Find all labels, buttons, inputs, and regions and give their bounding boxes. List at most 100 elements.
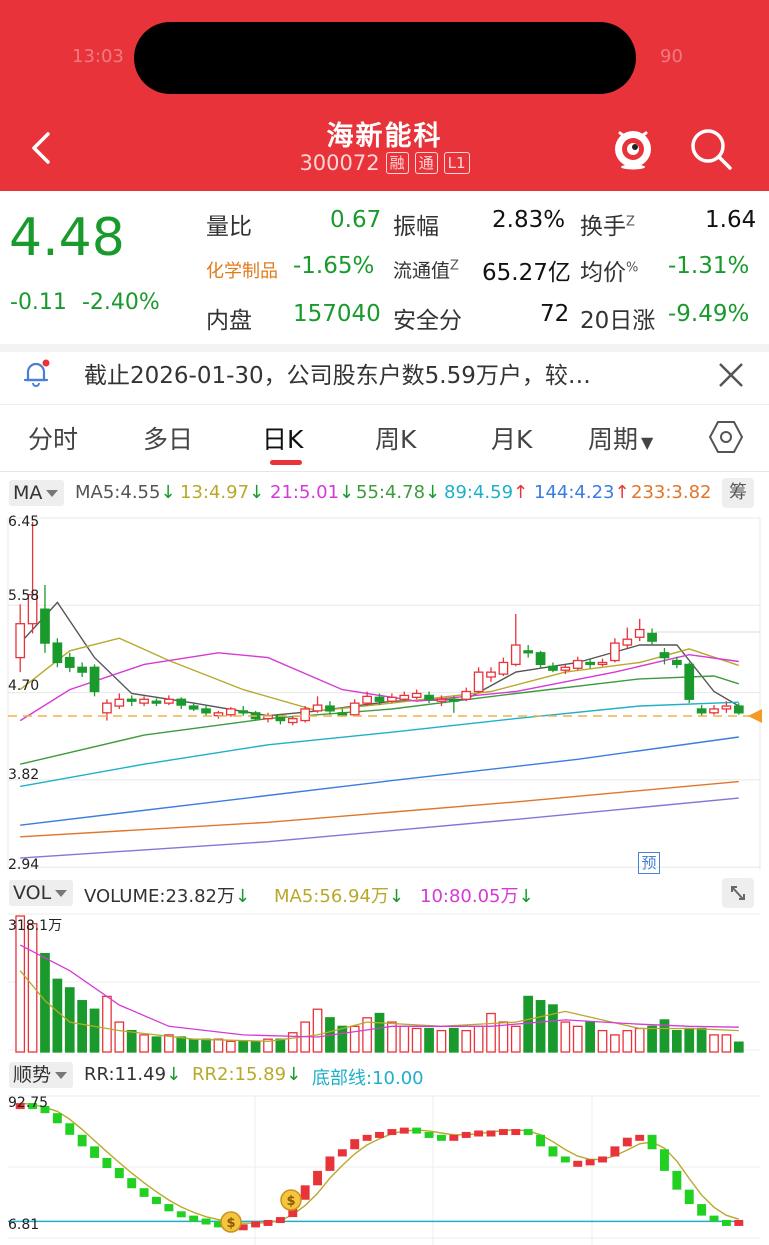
tab-daily-k[interactable]: 日K bbox=[262, 425, 304, 454]
search-icon[interactable] bbox=[688, 126, 734, 172]
change-value: -0.11 bbox=[10, 290, 67, 315]
safety-score-value: 72 bbox=[540, 301, 570, 327]
tab-monthly-k[interactable]: 月K bbox=[491, 425, 533, 454]
price-axis-lower: 3.82 bbox=[8, 767, 40, 783]
trend-block bbox=[90, 1146, 99, 1158]
volume-item-2: 10:80.05万↓ bbox=[420, 886, 534, 907]
ma-item-5: 144:4.23↑ bbox=[534, 482, 630, 503]
trend-block bbox=[337, 1149, 347, 1157]
volume-bar bbox=[399, 1025, 410, 1053]
trend-block bbox=[449, 1134, 459, 1141]
volume-ratio-label: 量比 bbox=[206, 214, 252, 240]
candle-body bbox=[126, 698, 137, 702]
candle-body bbox=[647, 632, 657, 642]
candle-body bbox=[325, 705, 335, 712]
tab-multi-day[interactable]: 多日 bbox=[143, 425, 194, 454]
caret-down-icon: ▼ bbox=[641, 433, 654, 452]
trend-block bbox=[461, 1131, 471, 1138]
volume-bar bbox=[597, 1029, 608, 1053]
volume-bar bbox=[126, 1029, 137, 1053]
trend-block bbox=[127, 1178, 137, 1189]
volume-bar bbox=[572, 1025, 583, 1053]
ma-line-4 bbox=[20, 701, 739, 788]
candle-body bbox=[89, 666, 100, 693]
ma-item-1: 13:4.97↓ bbox=[180, 482, 265, 503]
volume-bar bbox=[114, 1021, 125, 1053]
candle-body bbox=[349, 702, 360, 716]
svg-text:$: $ bbox=[226, 1216, 235, 1231]
volume-chart[interactable] bbox=[0, 910, 769, 1055]
volume-bar bbox=[139, 1034, 149, 1053]
trend-block bbox=[734, 1219, 744, 1226]
trend-block bbox=[238, 1224, 248, 1231]
candle-body bbox=[535, 652, 546, 666]
candle-body bbox=[709, 708, 719, 714]
trend-block bbox=[152, 1196, 161, 1205]
candle-body bbox=[151, 700, 162, 704]
candle-body bbox=[448, 698, 459, 702]
sector-link[interactable]: 化学制品 bbox=[206, 261, 278, 282]
volume-ma-line-1 bbox=[19, 944, 739, 1038]
safety-score-label: 安全分 bbox=[393, 308, 462, 334]
volume-bar bbox=[461, 1029, 472, 1053]
amplitude-label: 振幅 bbox=[393, 214, 439, 240]
trend-block bbox=[548, 1146, 558, 1157]
ma-line-6 bbox=[20, 780, 739, 838]
expand-icon[interactable] bbox=[722, 878, 754, 908]
volume-ratio-value: 0.67 bbox=[330, 207, 382, 233]
trend-block bbox=[523, 1129, 533, 1136]
trend-block bbox=[721, 1219, 731, 1226]
volume-bar bbox=[64, 987, 75, 1053]
volume-bar bbox=[362, 1017, 372, 1053]
volume-bar bbox=[486, 1012, 496, 1053]
turnover-label: 换手Z bbox=[580, 214, 635, 240]
trend-block bbox=[40, 1105, 50, 1114]
trend-block bbox=[684, 1189, 694, 1205]
chip-distribution-button[interactable]: 筹 bbox=[722, 478, 754, 508]
trend-block bbox=[313, 1170, 323, 1186]
notice-bar[interactable] bbox=[0, 344, 769, 404]
trend-block bbox=[102, 1157, 112, 1169]
candle-body bbox=[164, 698, 174, 704]
turnover-value: 1.64 bbox=[705, 207, 757, 233]
volume-bar bbox=[275, 1038, 286, 1053]
tab-period[interactable]: 周期 ▼ bbox=[588, 425, 654, 454]
settings-hexagon-icon[interactable] bbox=[708, 420, 744, 458]
inner-volume-value: 157040 bbox=[293, 301, 381, 327]
trend-block bbox=[635, 1134, 645, 1141]
volume-bar bbox=[27, 923, 38, 1053]
assistant-mascot-icon[interactable] bbox=[610, 124, 656, 170]
ma-item-3: 55:4.78↓ bbox=[356, 482, 441, 503]
status-time: 13:03 bbox=[72, 46, 124, 67]
tab-intraday[interactable]: 分时 bbox=[28, 425, 79, 454]
back-button[interactable] bbox=[22, 128, 62, 168]
dynamic-island bbox=[134, 22, 636, 94]
volume-bar bbox=[201, 1038, 211, 1053]
trend-block bbox=[300, 1185, 310, 1200]
trend-block bbox=[647, 1134, 657, 1150]
volume-bar bbox=[684, 1027, 695, 1053]
candle-body bbox=[387, 696, 397, 702]
trend-selector[interactable]: 顺势 bbox=[9, 1062, 74, 1088]
connect-tag: 通 bbox=[414, 152, 438, 174]
chart-tab-bar bbox=[0, 404, 769, 472]
volume-bar bbox=[535, 1000, 546, 1053]
ma-line-5 bbox=[20, 736, 739, 826]
tab-weekly-k[interactable]: 周K bbox=[375, 425, 417, 454]
avg-price-value: -1.31% bbox=[668, 253, 750, 279]
stock-code: 300072 bbox=[299, 151, 380, 175]
close-icon[interactable] bbox=[716, 360, 746, 394]
ma-selector[interactable]: MA bbox=[9, 480, 65, 506]
candlestick-chart[interactable] bbox=[0, 510, 769, 875]
volume-selector[interactable]: VOL bbox=[9, 880, 74, 906]
forecast-badge[interactable]: 预 bbox=[638, 852, 660, 874]
candle-body bbox=[473, 671, 484, 693]
trend-block bbox=[251, 1221, 261, 1228]
trend-item-2: 底部线:10.00 bbox=[312, 1068, 424, 1089]
trend-block bbox=[424, 1131, 434, 1138]
volume-bar bbox=[77, 1000, 88, 1053]
trend-block bbox=[610, 1146, 620, 1157]
candle-body bbox=[15, 623, 26, 659]
price-change: -0.11 -2.40% bbox=[10, 290, 160, 315]
trend-indicator-chart[interactable]: $$ bbox=[0, 1092, 769, 1245]
